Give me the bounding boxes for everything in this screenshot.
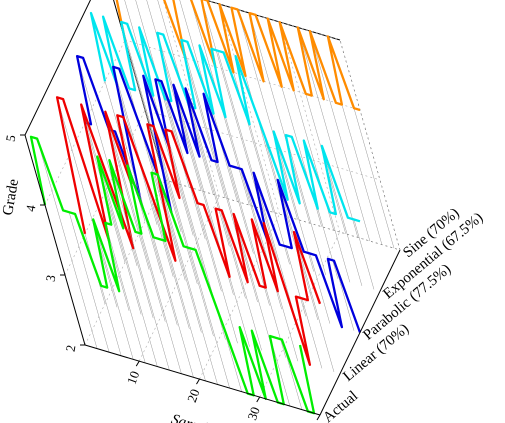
drop-line [181,39,242,251]
drop-line [233,213,274,355]
z-tick-label: 3 [43,274,59,283]
drop-line [120,21,182,233]
series-group [89,11,375,290]
drop-line [285,135,327,276]
drop-line [153,237,194,378]
drop-line [80,104,142,315]
z-tick-label: 5 [3,134,19,143]
drop-line [189,248,230,389]
drop-line [273,131,314,272]
grid-line [279,21,341,233]
drop-line [229,276,250,347]
drop-line [249,124,290,265]
drop-line [146,0,202,191]
drop-line [221,210,262,351]
drop-line [253,172,294,313]
drop-line [161,192,202,333]
drop-line [92,219,134,360]
drop-line [109,160,170,371]
x-tick-mark [256,396,261,403]
drop-line [309,253,331,324]
y-axis-label: Grade [0,178,22,217]
drop-line [353,108,395,249]
drop-line [108,129,150,270]
drop-line [249,13,310,224]
series-layer [29,0,395,415]
drop-line [197,203,238,344]
x-tick-label: 30 [244,405,263,422]
x-tick-label: 20 [184,387,203,404]
box-edge [84,344,321,416]
drop-line [100,285,122,356]
box-edge [24,0,92,136]
series-line [75,54,362,333]
drop-line [329,212,351,283]
z-tick-label: 2 [63,344,79,353]
drop-line [265,287,287,358]
drop-line [157,174,218,385]
drop-line [56,97,118,308]
x-tick-mark [196,378,200,385]
grid-line [219,4,280,215]
drop-line [185,88,246,299]
drop-line [141,233,182,374]
drop-line [132,248,154,319]
grid-line [138,196,220,362]
drop-line [189,106,230,247]
drop-line [105,222,146,364]
series-label: Actual [320,388,361,423]
drop-line [353,219,375,290]
grid-line [124,39,361,111]
x-tick-mark [135,360,140,367]
drop-line [153,125,214,337]
drop-line [185,57,226,199]
z-tick-label: 4 [23,203,39,212]
drop-line [105,111,166,322]
series-line [89,11,361,223]
grid-line [162,0,220,197]
drop-line [157,32,218,243]
grid-line [339,39,401,251]
drop-line [341,104,383,245]
series-line [115,0,361,112]
box-edge [24,134,86,346]
box-edge [203,0,341,41]
drop-line [124,39,166,181]
grid-line [199,213,280,380]
drop-line [297,27,359,238]
drop-line [285,246,307,317]
box-edge [319,249,401,416]
drop-line [225,117,266,258]
plot-box-front [24,0,401,416]
drop-line [36,138,98,349]
x-tick-label: 10 [124,369,143,386]
x-axis-label: Samples [169,412,222,423]
drop-line [301,298,323,369]
drop-line [309,30,371,242]
drop-line [277,291,299,362]
drop-line [157,143,198,285]
drop-line [165,240,206,381]
drop-line [169,147,210,288]
drop-line [293,231,335,373]
series-line [55,96,322,366]
drop-line [149,188,190,329]
drop-line [97,156,158,367]
drop-line [317,208,339,279]
x-tick-mark [316,414,321,421]
drop-line [201,0,262,209]
drop-line [68,212,110,353]
drop-line [229,165,270,306]
drop-line [237,9,298,220]
drop-line [217,50,278,261]
series-group [55,96,335,373]
drop-line [321,145,363,286]
